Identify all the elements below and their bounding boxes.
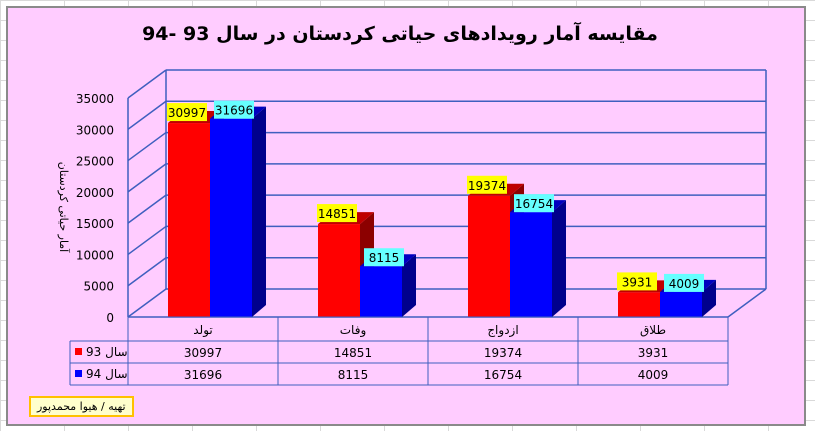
gridline-side [127,194,167,224]
y-tick-label: 15000 [76,217,114,231]
y-tick-label: 5000 [83,280,114,294]
bar [360,266,402,317]
gridline-side [127,163,167,193]
table-cell: 16754 [484,368,522,382]
gridline-side [127,257,167,287]
gridline-side [127,288,167,318]
data-label: 4009 [669,277,700,291]
table-cell: 8115 [338,368,369,382]
table-cell: 31696 [184,368,222,382]
data-label: 16754 [515,197,553,211]
legend-label: سال 94 [86,367,128,381]
data-label-bg [467,175,507,194]
data-label-bg [364,248,404,267]
data-label: 31696 [215,104,253,118]
gridline-side [127,225,167,256]
data-label-bg [664,273,704,292]
bar-side [402,254,416,317]
legend-key [75,348,82,355]
x-tick-label: طلاق [640,323,666,337]
bar-side [252,106,266,317]
gridline-side [127,131,167,162]
y-axis-label: آمار حیاتی کردستان [57,162,71,253]
y-tick-label: 20000 [76,186,114,200]
x-tick-label: وفات [340,323,366,338]
data-label: 19374 [468,179,506,193]
legend-key [75,370,82,377]
data-label: 30997 [168,106,206,120]
y-tick-label: 25000 [76,155,114,169]
bar [168,123,210,318]
data-label-bg [514,194,554,213]
data-label: 14851 [318,207,356,221]
y-tick-label: 35000 [76,92,114,106]
data-label-bg [167,103,207,122]
y-tick-label: 10000 [76,248,114,262]
bar [468,195,510,317]
chart-title: مقایسه آمار رویدادهای حیاتی کردستان در س… [142,21,658,45]
gridline-side [127,69,167,99]
data-label-bg [617,272,657,291]
bar [210,118,252,317]
legend-label: سال 93 [86,345,128,359]
data-label: 3931 [622,275,653,289]
y-tick-label: 0 [106,311,114,325]
data-label: 8115 [369,251,400,265]
y-tick-label: 30000 [76,123,114,137]
bar-side [552,200,566,317]
bar [510,212,552,317]
table-cell: 14851 [334,346,372,360]
table-cell: 3931 [638,346,669,360]
bar [318,224,360,317]
table-cell: 30997 [184,346,222,360]
bar [660,291,702,317]
credit-label: تهیه / هیوا محمدپور [29,396,134,417]
bar-side [702,279,716,317]
bar [618,292,660,317]
data-label-bg [317,204,357,223]
chart-area[interactable] [6,6,806,426]
gridline-side [127,100,167,130]
data-label-bg [214,100,254,119]
x-tick-label: تولد [193,323,213,338]
table-cell: 19374 [484,346,522,360]
floor-right-edge [727,288,767,318]
table-cell: 4009 [638,368,669,382]
x-tick-label: ازدواج [487,323,518,338]
